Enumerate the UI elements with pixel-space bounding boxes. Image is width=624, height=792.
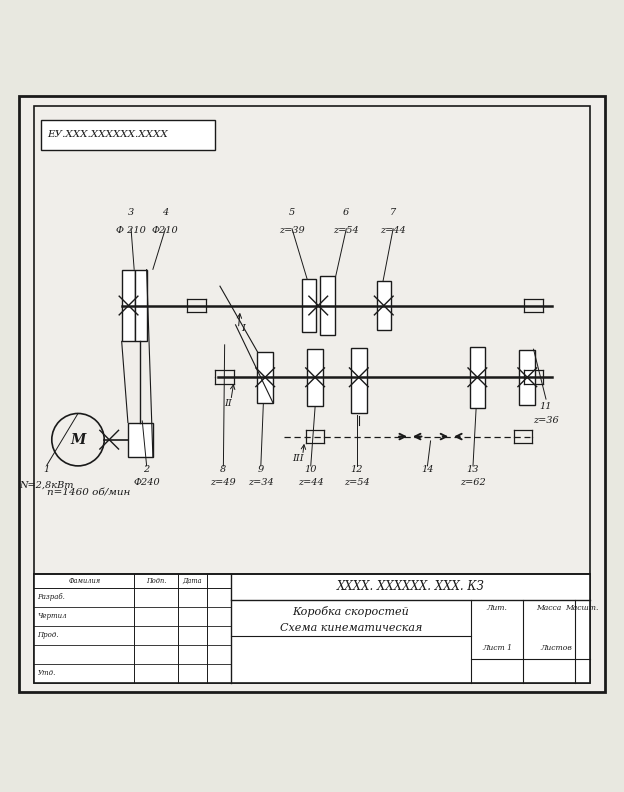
Text: 8: 8 xyxy=(220,465,227,474)
Text: 2: 2 xyxy=(144,465,150,474)
Text: 7: 7 xyxy=(390,208,396,217)
Text: z=49: z=49 xyxy=(210,478,236,487)
Bar xyxy=(128,422,153,457)
Bar xyxy=(257,352,273,403)
Text: Φ210: Φ210 xyxy=(152,226,178,234)
Bar xyxy=(122,269,135,341)
Text: Дата: Дата xyxy=(183,577,202,584)
Text: 6: 6 xyxy=(343,208,349,217)
Text: 1: 1 xyxy=(44,465,50,474)
Text: z=44: z=44 xyxy=(380,226,406,234)
Text: Φ240: Φ240 xyxy=(134,478,160,487)
Text: z=54: z=54 xyxy=(333,226,359,234)
Text: 13: 13 xyxy=(467,465,479,474)
Bar xyxy=(135,269,147,341)
Text: N=2,8кВт: N=2,8кВт xyxy=(19,480,74,489)
Text: 3: 3 xyxy=(128,208,134,217)
Text: z=34: z=34 xyxy=(248,478,274,487)
Text: М: М xyxy=(71,432,85,447)
Text: Схема кинематическая: Схема кинематическая xyxy=(280,623,422,633)
Text: Чертил: Чертил xyxy=(37,612,67,620)
Text: Утд.: Утд. xyxy=(37,669,56,677)
Text: Масшт.: Масшт. xyxy=(565,604,599,611)
Bar xyxy=(34,106,590,683)
Bar xyxy=(377,281,391,329)
Bar xyxy=(302,279,316,332)
Text: п=1460 об/мин: п=1460 об/мин xyxy=(47,488,130,497)
Bar xyxy=(41,120,215,150)
Text: 11: 11 xyxy=(540,402,552,411)
Bar xyxy=(470,347,485,408)
Text: Коробка скоростей: Коробка скоростей xyxy=(293,607,409,618)
Text: Масса: Масса xyxy=(536,604,562,611)
Text: 10: 10 xyxy=(305,465,317,474)
Text: Фамилия: Фамилия xyxy=(68,577,100,584)
Text: Разраб.: Разраб. xyxy=(37,593,66,601)
Text: z=62: z=62 xyxy=(460,478,486,487)
Text: ЕУ.ХХХ.ХХХХХХ.ХХХХ: ЕУ.ХХХ.ХХХХХХ.ХХХХ xyxy=(47,130,168,139)
Text: III: III xyxy=(293,454,304,463)
Text: ХХХХ. ХХХХХХ. ХХХ. КЗ: ХХХХ. ХХХХХХ. ХХХ. КЗ xyxy=(336,581,484,593)
Text: Φ 210: Φ 210 xyxy=(116,226,146,234)
Text: z=44: z=44 xyxy=(298,478,324,487)
Text: Прод.: Прод. xyxy=(37,631,59,639)
Bar xyxy=(34,574,590,683)
Text: 14: 14 xyxy=(421,465,434,474)
Text: Листов: Листов xyxy=(540,644,572,652)
Bar xyxy=(519,350,535,405)
Text: 12: 12 xyxy=(351,465,363,474)
Text: z=54: z=54 xyxy=(344,478,370,487)
Text: I: I xyxy=(241,324,245,333)
Text: II: II xyxy=(224,399,232,408)
Bar xyxy=(351,348,367,413)
Text: 4: 4 xyxy=(162,208,168,217)
Text: Лист 1: Лист 1 xyxy=(482,644,512,652)
Text: Лит.: Лит. xyxy=(487,604,507,611)
Bar xyxy=(320,276,336,335)
Text: Подп.: Подп. xyxy=(146,577,166,584)
Text: z=36: z=36 xyxy=(533,416,559,425)
Bar xyxy=(307,348,323,406)
Text: z=39: z=39 xyxy=(279,226,305,234)
Text: 9: 9 xyxy=(258,465,264,474)
Text: 5: 5 xyxy=(289,208,295,217)
